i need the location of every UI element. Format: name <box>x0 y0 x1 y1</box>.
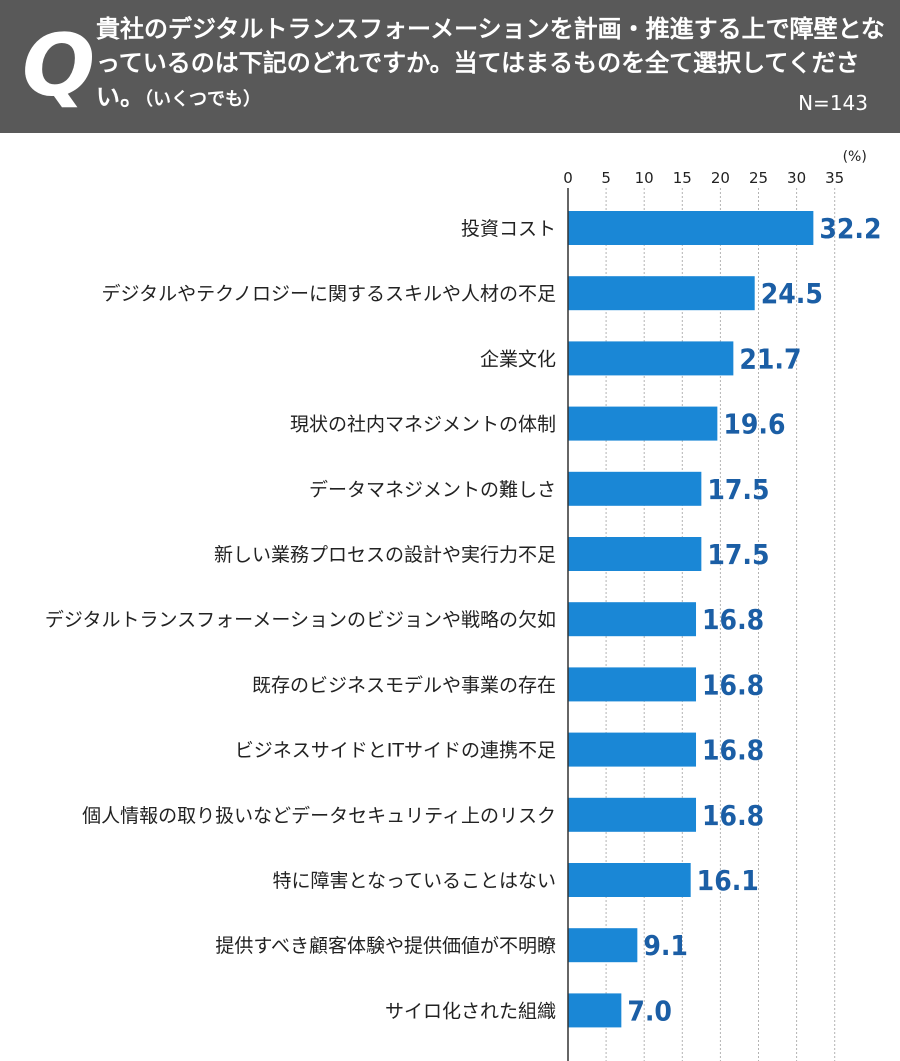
category-label: 現状の社内マネジメントの体制 <box>290 414 556 436</box>
question-header: Q 貴社のデジタルトランスフォーメーションを計画・推進する上で障壁となっているの… <box>0 0 900 133</box>
category-label: 個人情報の取り扱いなどデータセキュリティ上のリスク <box>82 805 556 827</box>
value-label: 9.1 <box>643 929 688 962</box>
value-label: 16.8 <box>702 668 764 701</box>
bar <box>568 341 734 376</box>
category-label: デジタルやテクノロジーに関するスキルや人材の不足 <box>102 283 556 305</box>
bar <box>568 276 755 311</box>
value-label: 17.5 <box>707 538 769 571</box>
bar <box>568 537 702 571</box>
category-label: ビジネスサイドとITサイドの連携不足 <box>235 740 556 762</box>
x-tick-label: 25 <box>749 169 768 187</box>
bar <box>568 797 697 832</box>
category-label: 既存のビジネスモデルや事業の存在 <box>252 674 556 696</box>
bar <box>568 471 702 506</box>
bar <box>568 993 622 1028</box>
value-label: 16.8 <box>702 734 764 767</box>
bar <box>568 863 691 897</box>
question-body: 貴社のデジタルトランスフォーメーションを計画・推進する上で障壁となっているのは下… <box>96 15 885 111</box>
x-tick-label: 30 <box>787 169 806 187</box>
value-label: 24.5 <box>761 277 823 310</box>
bar-chart: (%) 0 5 10 15 20 25 30 35 投資コスト 32.2 デジタルやテクノロジーに関す… <box>45 149 882 1061</box>
question-note: （いくつでも） <box>144 89 261 110</box>
x-tick-label: 5 <box>601 169 611 187</box>
category-label: サイロ化された組織 <box>385 1000 556 1022</box>
value-label: 21.7 <box>739 342 801 375</box>
category-label: デジタルトランスフォーメーションのビジョンや戦略の欠如 <box>45 609 556 631</box>
value-label: 32.2 <box>819 212 881 245</box>
bar <box>568 732 697 767</box>
bar <box>568 406 718 441</box>
value-label: 16.1 <box>697 864 759 897</box>
axis-unit-label: (%) <box>843 149 867 165</box>
question-text: 貴社のデジタルトランスフォーメーションを計画・推進する上で障壁となっているのは下… <box>96 12 886 117</box>
value-label: 19.6 <box>723 408 785 441</box>
x-tick-label: 0 <box>563 169 573 187</box>
category-label: 特に障害となっていることはない <box>273 870 556 892</box>
value-label: 7.0 <box>627 994 672 1027</box>
value-label: 16.8 <box>702 799 764 832</box>
category-label: 企業文化 <box>480 348 556 370</box>
x-tick-label: 35 <box>825 169 844 187</box>
x-tick-label: 15 <box>673 169 692 187</box>
x-tick-label: 20 <box>711 169 730 187</box>
bar <box>568 667 697 702</box>
question-mark: Q <box>22 16 96 116</box>
value-label: 16.8 <box>702 603 764 636</box>
x-tick-label: 10 <box>635 169 654 187</box>
value-label: 17.5 <box>707 473 769 506</box>
category-label: 投資コスト <box>461 218 556 240</box>
category-label: 新しい業務プロセスの設計や実行力不足 <box>214 544 556 566</box>
bar <box>568 211 814 245</box>
category-label: データマネジメントの難しさ <box>309 479 556 501</box>
bar <box>568 928 638 963</box>
sample-size: N=143 <box>798 91 868 115</box>
bar <box>568 602 697 637</box>
category-label: 提供すべき顧客体験や提供価値が不明瞭 <box>215 935 556 957</box>
